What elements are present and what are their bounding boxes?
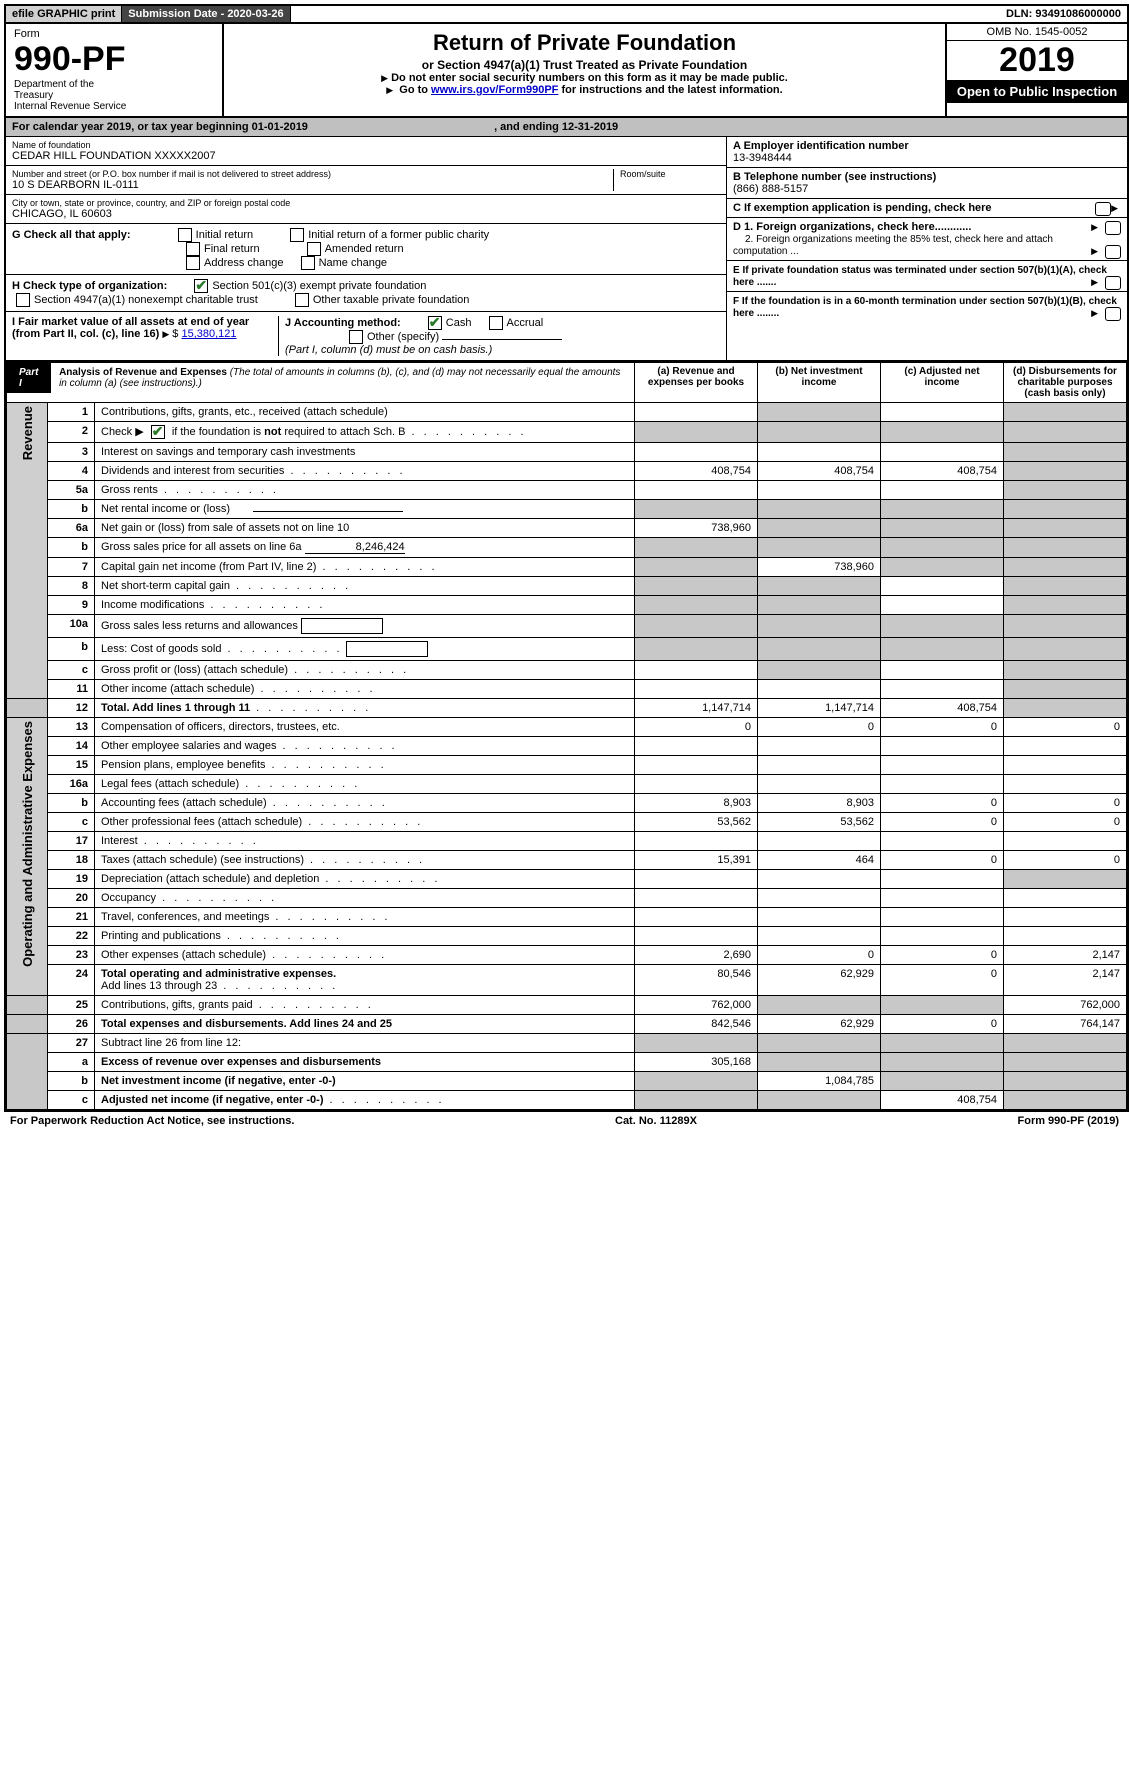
- form-header: Form 990-PF Department of the Treasury I…: [6, 24, 1127, 118]
- irs-link[interactable]: www.irs.gov/Form990PF: [431, 84, 558, 96]
- foundation-name: CEDAR HILL FOUNDATION XXXXX2007: [12, 150, 720, 162]
- tel-label: B Telephone number (see instructions): [733, 171, 936, 183]
- d1-label: D 1. Foreign organizations, check here..…: [733, 221, 971, 233]
- dept-line-3: Internal Revenue Service: [14, 101, 214, 112]
- col-d-header: (d) Disbursements for charitable purpose…: [1004, 363, 1127, 403]
- c-label: C If exemption application is pending, c…: [733, 202, 992, 214]
- footer-right: Form 990-PF (2019): [1018, 1115, 1119, 1127]
- footer-left: For Paperwork Reduction Act Notice, see …: [10, 1115, 294, 1127]
- e-label: E If private foundation status was termi…: [733, 265, 1107, 288]
- j-note: (Part I, column (d) must be on cash basi…: [285, 344, 492, 356]
- amended-return-checkbox[interactable]: [307, 242, 321, 256]
- d2-checkbox[interactable]: [1105, 245, 1121, 259]
- cash-checkbox[interactable]: [428, 316, 442, 330]
- form-word: Form: [14, 28, 214, 40]
- col-b-header: (b) Net investment income: [758, 363, 881, 403]
- section-g: G Check all that apply: Initial return I…: [6, 224, 726, 275]
- d2-label: 2. Foreign organizations meeting the 85%…: [733, 234, 1053, 257]
- f-label: F If the foundation is in a 60-month ter…: [733, 296, 1117, 319]
- form-container: efile GRAPHIC print Submission Date - 20…: [4, 4, 1129, 1112]
- tax-year: 2019: [947, 41, 1127, 80]
- page-footer: For Paperwork Reduction Act Notice, see …: [4, 1112, 1125, 1130]
- accrual-checkbox[interactable]: [489, 316, 503, 330]
- form-subtitle: or Section 4947(a)(1) Trust Treated as P…: [232, 58, 937, 72]
- room-label: Room/suite: [620, 169, 720, 179]
- instruction-2-pre: Go to: [399, 84, 431, 96]
- footer-mid: Cat. No. 11289X: [615, 1115, 697, 1127]
- name-change-checkbox[interactable]: [301, 256, 315, 270]
- j-label: J Accounting method:: [285, 317, 401, 329]
- sch-b-checkbox[interactable]: [151, 425, 165, 439]
- telephone: (866) 888-5157: [733, 183, 808, 195]
- part-1-title: Analysis of Revenue and Expenses: [59, 367, 227, 378]
- dln: DLN: 93491086000000: [1000, 6, 1127, 22]
- g-label: G Check all that apply:: [12, 229, 131, 241]
- ein-label: A Employer identification number: [733, 140, 909, 152]
- address-change-checkbox[interactable]: [186, 256, 200, 270]
- other-method-checkbox[interactable]: [349, 330, 363, 344]
- final-return-checkbox[interactable]: [186, 242, 200, 256]
- name-label: Name of foundation: [12, 140, 720, 150]
- part-1-table: Part I Analysis of Revenue and Expenses …: [6, 362, 1127, 1110]
- initial-former-checkbox[interactable]: [290, 228, 304, 242]
- sec4947-checkbox[interactable]: [16, 293, 30, 307]
- sec501-checkbox[interactable]: [194, 279, 208, 293]
- submission-date: Submission Date - 2020-03-26: [122, 6, 290, 22]
- section-i-j: I Fair market value of all assets at end…: [6, 312, 726, 360]
- entity-info: Name of foundation CEDAR HILL FOUNDATION…: [6, 137, 1127, 362]
- top-bar: efile GRAPHIC print Submission Date - 20…: [6, 6, 1127, 24]
- opex-side-label: Operating and Administrative Expenses: [20, 721, 35, 967]
- address-label: Number and street (or P.O. box number if…: [12, 169, 613, 179]
- instruction-2-post: for instructions and the latest informat…: [561, 84, 782, 96]
- section-h: H Check type of organization: Section 50…: [6, 275, 726, 312]
- dept-line-2: Treasury: [14, 90, 214, 101]
- city: CHICAGO, IL 60603: [12, 208, 720, 220]
- col-c-header: (c) Adjusted net income: [881, 363, 1004, 403]
- efile-print-button[interactable]: efile GRAPHIC print: [6, 6, 122, 22]
- instruction-1: Do not enter social security numbers on …: [391, 72, 788, 84]
- address: 10 S DEARBORN IL-0111: [12, 179, 613, 191]
- city-label: City or town, state or province, country…: [12, 198, 720, 208]
- open-to-public: Open to Public Inspection: [947, 80, 1127, 103]
- form-title: Return of Private Foundation: [232, 30, 937, 56]
- fmv-value[interactable]: 15,380,121: [181, 328, 236, 340]
- f-checkbox[interactable]: [1105, 307, 1121, 321]
- e-checkbox[interactable]: [1105, 276, 1121, 290]
- c-checkbox[interactable]: [1095, 202, 1111, 216]
- h-label: H Check type of organization:: [12, 280, 167, 292]
- ein: 13-3948444: [733, 152, 792, 164]
- initial-return-checkbox[interactable]: [178, 228, 192, 242]
- revenue-side-label: Revenue: [20, 406, 35, 460]
- form-number: 990-PF: [14, 40, 214, 79]
- part-1-tag: Part I: [7, 363, 51, 393]
- col-a-header: (a) Revenue and expenses per books: [635, 363, 758, 403]
- omb-number: OMB No. 1545-0052: [947, 24, 1127, 41]
- calendar-year-row: For calendar year 2019, or tax year begi…: [6, 118, 1127, 137]
- d1-checkbox[interactable]: [1105, 221, 1121, 235]
- other-taxable-checkbox[interactable]: [295, 293, 309, 307]
- dept-line-1: Department of the: [14, 79, 214, 90]
